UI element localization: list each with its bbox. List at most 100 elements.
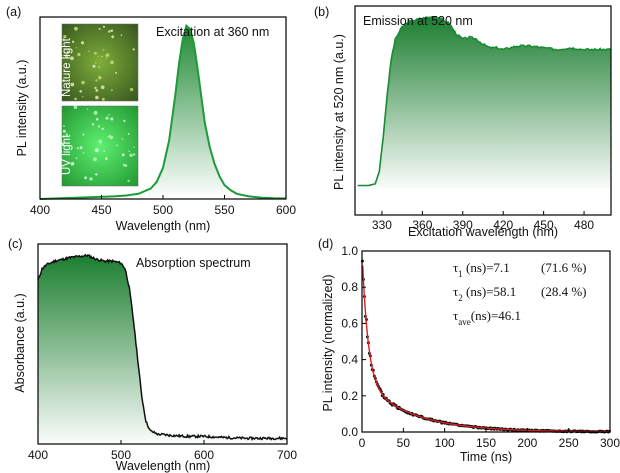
panel-d-ylabel: PL intensity (normalized)	[321, 274, 335, 411]
inset-speckle	[81, 80, 85, 85]
panel-a-inset: Nature light UV light	[61, 23, 139, 187]
inset-speckle	[61, 143, 65, 147]
inset-speckle	[103, 150, 105, 152]
inset-speckle	[115, 71, 118, 74]
inset-speckle	[92, 64, 96, 68]
inset-speckle	[127, 179, 130, 182]
inset-speckle	[105, 157, 108, 160]
inset-speckle	[71, 162, 75, 165]
x-tick-label: 0	[359, 436, 366, 450]
panel-b-ticks: 330 360 390 420 450 480	[372, 211, 594, 232]
inset-speckle	[74, 27, 77, 29]
inset-uv-label: UV light	[61, 134, 73, 175]
inset-speckle	[86, 108, 89, 110]
panel-b-area	[357, 16, 611, 189]
lifetime-annotation: τave(ns)=46.1	[453, 308, 521, 327]
panel-b-xlabel: Excitation wavelength (nm)	[408, 225, 558, 239]
inset-speckle	[110, 117, 114, 121]
inset-speckle	[105, 57, 108, 59]
panel-c-ylabel: Absorbance (a.u.)	[13, 293, 27, 392]
inset-speckle	[95, 79, 98, 82]
inset-speckle	[127, 133, 130, 135]
lifetime-percent: (71.6 %)	[541, 260, 587, 275]
lifetime-percent: (28.4 %)	[541, 284, 587, 299]
inset-speckle	[97, 55, 99, 57]
x-tick-label: 450	[534, 218, 554, 232]
inset-speckles	[61, 25, 136, 182]
x-tick-label: 400	[30, 203, 50, 217]
inset-nature-label: Nature light	[61, 37, 73, 97]
inset-speckle	[116, 144, 119, 147]
inset-speckle	[98, 27, 101, 30]
x-tick-label: 550	[214, 203, 234, 217]
inset-speckle	[107, 136, 109, 138]
inset-speckle	[95, 89, 99, 92]
inset-speckle	[108, 114, 110, 116]
inset-speckle	[68, 90, 70, 92]
x-tick-label: 390	[453, 218, 473, 232]
panel-d-axes	[361, 250, 611, 433]
x-tick-label: 360	[412, 218, 432, 232]
inset-speckle	[101, 127, 104, 130]
inset-speckle	[77, 52, 81, 57]
inset-speckle	[101, 97, 105, 101]
panel-d-ticks: 0 50 100 150 200 250 300 0.0 0.2 0.4 0.6 0.8 1.0	[341, 244, 620, 450]
panel-a: (a) Nature light UV light 400 450 500 550 60…	[6, 5, 296, 233]
inset-speckle	[97, 125, 101, 128]
inset-speckle	[74, 97, 77, 101]
panel-b-label: (b)	[314, 5, 329, 19]
panel-b-line	[357, 15, 612, 187]
inset-speckle	[64, 54, 69, 58]
inset-speckle	[76, 47, 78, 49]
panel-a-xlabel: Wavelength (nm)	[116, 219, 211, 233]
panel-c-xlabel: Wavelength (nm)	[116, 459, 211, 473]
y-tick-label: 1.0	[341, 244, 358, 258]
inset-speckle	[66, 50, 69, 53]
y-tick-label: 0.8	[341, 280, 358, 294]
panel-b-axes	[354, 5, 612, 216]
inset-speckle	[76, 147, 79, 150]
inset-speckle	[79, 146, 83, 150]
panel-c: (c) 400 500 600 700 Absorption spectrum Wav…	[8, 237, 297, 473]
panel-b-ylabel: PL intensity at 520 nm (a.u.)	[332, 34, 346, 190]
inset-speckle	[121, 138, 124, 140]
inset-speckle	[129, 153, 133, 157]
panel-c-area	[38, 255, 287, 444]
inset-speckle	[110, 29, 113, 32]
inset-speckle	[94, 86, 97, 90]
inset-speckle	[124, 164, 128, 168]
panel-c-ticks: 400 500 600 700	[28, 440, 297, 462]
inset-speckle	[71, 40, 75, 43]
inset-speckle	[89, 177, 93, 181]
panel-c-line	[37, 253, 288, 442]
inset-speckle	[128, 150, 130, 152]
x-tick-label: 420	[493, 218, 513, 232]
inset-speckle	[95, 95, 99, 100]
inset-speckle	[95, 173, 98, 176]
lifetime-annotation: τ1 (ns)=7.1	[453, 260, 510, 279]
x-tick-label: 500	[111, 448, 131, 462]
x-tick-label: 150	[476, 436, 496, 450]
inset-speckle	[75, 157, 78, 160]
inset-speckle	[105, 116, 109, 120]
inset-speckle	[132, 48, 135, 51]
inset-speckle	[91, 123, 95, 126]
inset-speckle	[94, 51, 97, 55]
panel-d: (d) 0 50 100 150 200 250 300 0.0 0.2 0.4 0.6 0.8 1.0…	[318, 237, 620, 464]
lifetime-annotation: τ2 (ns)=58.1	[453, 284, 516, 303]
panel-a-label: (a)	[6, 5, 21, 19]
inset-speckle	[98, 66, 101, 68]
y-tick-label: 0.4	[341, 353, 358, 367]
y-tick-label: 0.6	[341, 316, 358, 330]
inset-speckle	[95, 62, 97, 64]
x-tick-label: 300	[600, 436, 620, 450]
panel-a-ticks: 400 450 500 550 600	[30, 195, 296, 217]
inset-speckle	[123, 119, 126, 122]
inset-nature-photo	[61, 23, 139, 102]
inset-speckle	[82, 133, 85, 136]
inset-speckle	[120, 34, 123, 36]
inset-speckle	[111, 35, 115, 39]
inset-speckle	[105, 53, 110, 57]
inset-speckle	[80, 41, 85, 45]
